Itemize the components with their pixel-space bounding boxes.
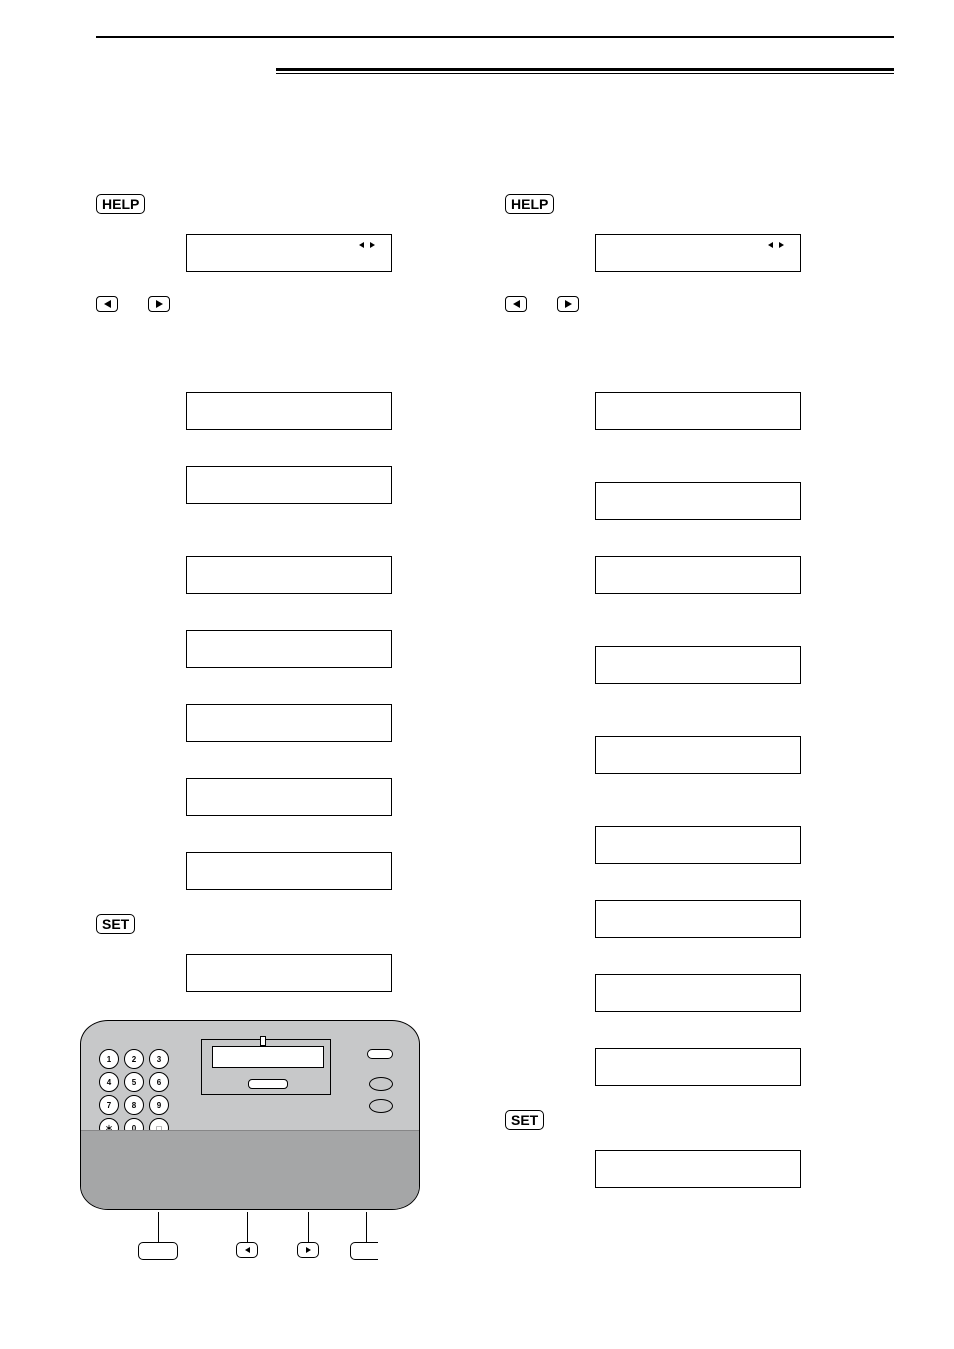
lcd-box-l5 (186, 630, 392, 668)
device-keypad: 1 2 3 4 5 6 7 8 9 ＊ 0 □ (99, 1049, 169, 1138)
lcd-box-l8 (186, 852, 392, 890)
device-start-button[interactable] (327, 1153, 397, 1195)
leader-row (80, 1218, 420, 1268)
device-body: 1 2 3 4 5 6 7 8 9 ＊ 0 □ (80, 1020, 420, 1210)
triangle-right-icon (156, 300, 163, 308)
keypad-2[interactable]: 2 (124, 1049, 144, 1069)
lcd-box-l7 (186, 778, 392, 816)
triangle-right-icon (565, 300, 572, 308)
lcd-box-r5 (595, 646, 801, 684)
cursor-icon (260, 1036, 266, 1046)
lcd-arrow-pair (768, 242, 784, 248)
lcd-box-l2 (186, 392, 392, 430)
device-screen (201, 1039, 331, 1095)
step-set-right: SET (505, 1110, 894, 1140)
leader-tag-left-arrow (236, 1242, 258, 1258)
leader-tag-4 (350, 1242, 378, 1260)
help-button[interactable]: HELP (505, 194, 554, 214)
col-left: HELP SET (96, 194, 485, 1268)
leader-tag-right-arrow (297, 1242, 319, 1258)
dot-3 (151, 1157, 163, 1169)
step-arrows-right (505, 296, 894, 326)
keypad-star[interactable]: ＊ (99, 1118, 119, 1138)
leader-tag-1 (138, 1242, 178, 1260)
device-side-button-3[interactable] (369, 1099, 393, 1113)
triangle-right-icon (306, 1247, 311, 1253)
lcd-box-l6 (186, 704, 392, 742)
lcd-box-r11 (595, 1150, 801, 1188)
keypad-1[interactable]: 1 (99, 1049, 119, 1069)
triangle-left-icon (245, 1247, 250, 1253)
device-side-button-2[interactable] (369, 1077, 393, 1091)
keypad-9[interactable]: 9 (149, 1095, 169, 1115)
dot-2 (126, 1157, 138, 1169)
main-columns: HELP SET (96, 194, 894, 1268)
square-icon (383, 1183, 389, 1189)
leader-line-3 (308, 1212, 309, 1242)
lcd-box-l3 (186, 466, 392, 504)
left-arrow-button[interactable] (96, 296, 118, 312)
keypad-5[interactable]: 5 (124, 1072, 144, 1092)
set-button[interactable]: SET (505, 1110, 544, 1130)
step-set-left: SET (96, 914, 485, 944)
keypad-6[interactable]: 6 (149, 1072, 169, 1092)
lcd-box-r3 (595, 482, 801, 520)
step-arrows-left (96, 296, 485, 326)
col-right: HELP SET (505, 194, 894, 1268)
triangle-left-icon (513, 300, 520, 308)
dpad-stick-icon (278, 1160, 306, 1188)
lcd-box-r4 (595, 556, 801, 594)
keypad-hash[interactable]: □ (149, 1118, 169, 1138)
page-top-rule (96, 36, 894, 38)
leader-line-1 (158, 1212, 159, 1242)
leader-line-4 (366, 1212, 367, 1242)
right-arrow-button[interactable] (148, 296, 170, 312)
triangle-left-icon (104, 300, 111, 308)
device-slot[interactable] (195, 1165, 247, 1187)
keypad-8[interactable]: 8 (124, 1095, 144, 1115)
dot-1 (101, 1157, 113, 1169)
lcd-box-r7 (595, 826, 801, 864)
lcd-box-r10 (595, 1048, 801, 1086)
lcd-box-l1 (186, 234, 392, 272)
section-double-rule (276, 68, 894, 74)
leader-line-2 (247, 1212, 248, 1242)
step-help-right: HELP (505, 194, 894, 224)
lcd-box-r1 (595, 234, 801, 272)
keypad-0[interactable]: 0 (124, 1118, 144, 1138)
step-help-left: HELP (96, 194, 485, 224)
triangle-left-icon (359, 242, 364, 248)
device-side-button-1[interactable] (367, 1049, 393, 1059)
device-dpad[interactable] (265, 1147, 319, 1201)
help-button[interactable]: HELP (96, 194, 145, 214)
keypad-4[interactable]: 4 (99, 1072, 119, 1092)
lcd-arrow-pair (359, 242, 375, 248)
triangle-right-icon (779, 242, 784, 248)
lcd-box-r2 (595, 392, 801, 430)
lcd-box-l9 (186, 954, 392, 992)
lcd-box-r6 (595, 736, 801, 774)
lcd-box-r9 (595, 974, 801, 1012)
lcd-box-r8 (595, 900, 801, 938)
left-arrow-button[interactable] (505, 296, 527, 312)
triangle-left-icon (768, 242, 773, 248)
lcd-box-l4 (186, 556, 392, 594)
triangle-right-icon (370, 242, 375, 248)
device-panel-illustration: 1 2 3 4 5 6 7 8 9 ＊ 0 □ (80, 1020, 420, 1210)
keypad-3[interactable]: 3 (149, 1049, 169, 1069)
set-button[interactable]: SET (96, 914, 135, 934)
keypad-7[interactable]: 7 (99, 1095, 119, 1115)
right-arrow-button[interactable] (557, 296, 579, 312)
device-bottom-dots (101, 1157, 163, 1169)
